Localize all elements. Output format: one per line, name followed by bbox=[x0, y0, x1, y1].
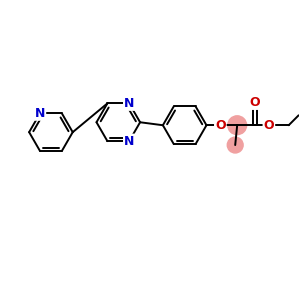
Text: N: N bbox=[35, 107, 45, 120]
Text: N: N bbox=[124, 97, 134, 110]
Text: O: O bbox=[250, 96, 260, 109]
Text: O: O bbox=[264, 119, 274, 132]
Circle shape bbox=[227, 137, 243, 153]
Text: N: N bbox=[124, 135, 134, 148]
Text: O: O bbox=[215, 119, 226, 132]
Circle shape bbox=[228, 116, 247, 135]
